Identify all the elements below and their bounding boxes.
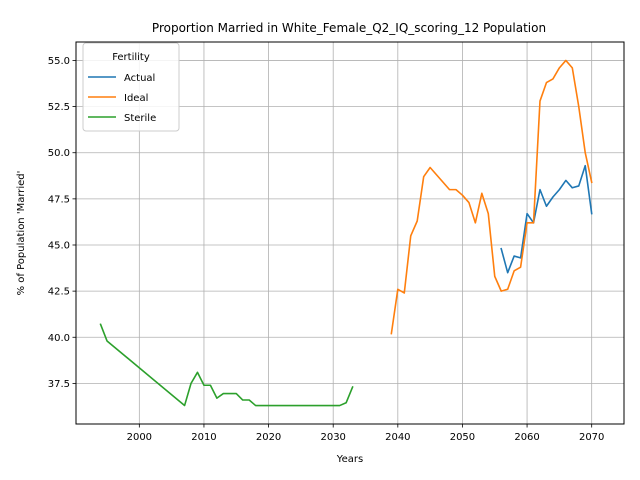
y-tick-label: 52.5 <box>48 102 70 113</box>
y-tick-label: 42.5 <box>48 287 70 298</box>
y-tick-label: 50.0 <box>48 148 70 159</box>
x-tick-label: 2050 <box>450 432 475 443</box>
x-tick-label: 2000 <box>127 432 152 443</box>
x-tick-label: 2020 <box>256 432 281 443</box>
legend-label-actual: Actual <box>124 73 155 84</box>
legend-box <box>82 42 180 132</box>
grid <box>76 42 624 424</box>
legend-label-sterile: Sterile <box>124 113 156 124</box>
x-tick-label: 2060 <box>514 432 539 443</box>
x-tick-label: 2040 <box>385 432 410 443</box>
legend-label-ideal: Ideal <box>124 93 148 104</box>
legend-title: Fertility <box>112 52 150 63</box>
series-line-sterile <box>99 323 354 407</box>
series-line-actual <box>500 164 593 274</box>
chart-title: Proportion Married in White_Female_Q2_IQ… <box>152 21 546 35</box>
x-tick-label: 2030 <box>320 432 345 443</box>
series-line-ideal <box>390 59 593 335</box>
y-tick-label: 37.5 <box>48 379 70 390</box>
x-tick-label: 2010 <box>191 432 216 443</box>
y-axis-label: % of Population 'Married' <box>16 171 27 296</box>
y-tick-label: 47.5 <box>48 194 70 205</box>
y-tick-label: 45.0 <box>48 240 70 251</box>
x-axis-label: Years <box>336 454 363 465</box>
series-group <box>99 59 593 407</box>
legend: Fertility Actual Ideal Sterile <box>82 42 180 132</box>
y-tick-label: 40.0 <box>48 333 70 344</box>
legend-items: Actual Ideal Sterile <box>88 73 156 124</box>
plot-area-frame <box>75 41 625 425</box>
x-tick-label: 2070 <box>579 432 604 443</box>
y-tick-label: 55.0 <box>48 56 70 67</box>
ticks: 2000 2010 2020 2030 2040 2050 2060 2070 37.5 40.0… <box>48 56 605 443</box>
